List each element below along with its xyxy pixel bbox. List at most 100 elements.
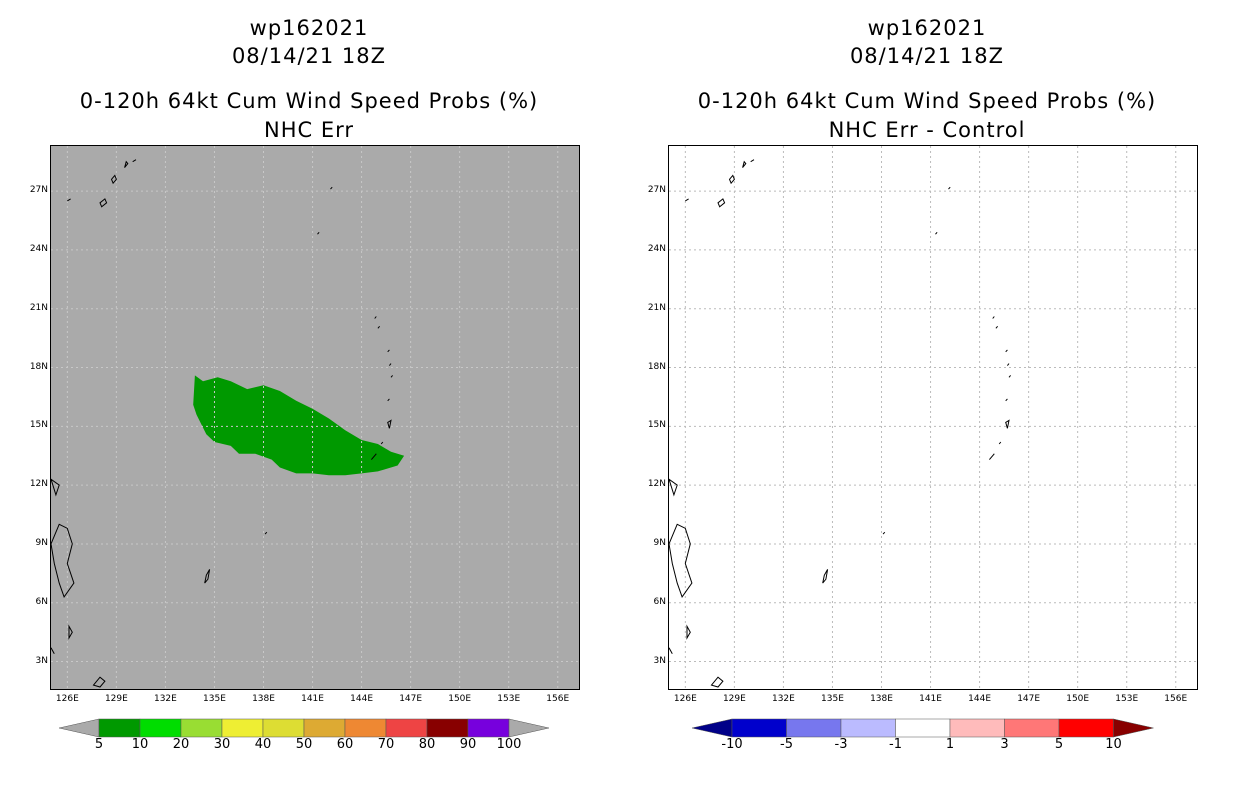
colorbar-low-end	[691, 718, 733, 738]
colorbar-label: 60	[336, 737, 354, 752]
lat-tick-label: 15N	[29, 420, 48, 431]
colorbar-segment	[1058, 718, 1114, 738]
coastline	[935, 231, 938, 235]
lon-tick-label: 147E	[1017, 694, 1041, 704]
colorbar-label: 70	[377, 737, 395, 752]
colorbar-segment	[303, 718, 346, 738]
lat-tick-label: 21N	[29, 302, 48, 313]
lon-tick-label: 156E	[546, 694, 570, 704]
coastline	[995, 325, 998, 329]
coastline	[204, 569, 211, 584]
coastline	[390, 375, 393, 378]
lon-tick-label: 147E	[399, 694, 423, 704]
coastline	[317, 231, 320, 235]
lon-tick-label: 135E	[821, 694, 844, 704]
lon-tick-label: 126E	[673, 694, 697, 704]
colorbar-high-end	[1113, 718, 1154, 738]
storm-id-title: wp162021	[249, 16, 369, 40]
coastline	[685, 198, 689, 202]
coastline	[99, 198, 108, 208]
colorbar-label: 10	[1105, 737, 1122, 752]
coastline	[92, 676, 106, 688]
right-panel: wp162021 08/14/21 18Z 0-120h 64kt Cum Wi…	[618, 0, 1236, 800]
lon-tick-label: 138E	[870, 694, 893, 704]
coastline	[669, 647, 673, 654]
lon-tick-label: 129E	[722, 694, 746, 704]
lon-tick-label: 141E	[301, 694, 324, 704]
lon-tick-label: 150E	[1066, 694, 1090, 704]
storm-id-title: wp162021	[867, 16, 987, 40]
coastline	[998, 441, 1002, 445]
colorbar-label: 90	[459, 737, 477, 752]
left-panel: wp162021 08/14/21 18Z 0-120h 64kt Cum Wi…	[29, 16, 580, 752]
colorbar-svg	[691, 718, 1154, 738]
lon-tick-label: 129E	[104, 694, 128, 704]
colorbar-label: 30	[213, 737, 231, 752]
colorbar-segment	[139, 718, 182, 738]
map-background	[669, 146, 1197, 689]
lat-tick-label: 24N	[647, 243, 666, 254]
lon-tick-label: 144E	[968, 694, 992, 704]
lon-tick-label: 126E	[55, 694, 79, 704]
coastline	[371, 453, 377, 460]
lon-tick-label: 138E	[252, 694, 275, 704]
colorbar-segment	[1004, 718, 1060, 738]
colorbar-label: 20	[172, 737, 190, 752]
coastline	[669, 478, 678, 497]
colorbar-label: 100	[496, 737, 522, 752]
lon-tick-label: 153E	[497, 694, 521, 704]
coastline	[717, 198, 726, 208]
colorbar-segment	[426, 718, 469, 738]
coastline	[387, 398, 390, 402]
lat-tick-label: 9N	[35, 537, 48, 548]
colorbar-segment	[385, 718, 428, 738]
lat-tick-label: 15N	[647, 420, 666, 431]
coastline	[110, 174, 117, 185]
lon-tick-label: 141E	[919, 694, 942, 704]
colorbar-segment	[180, 718, 223, 738]
coastline	[264, 531, 268, 535]
coastline	[68, 624, 73, 640]
lon-tick-label: 135E	[203, 694, 226, 704]
lat-tick-label: 21N	[647, 302, 666, 313]
map-canvas	[669, 146, 1197, 689]
colorbar-segment	[467, 718, 510, 738]
coastline	[882, 531, 886, 535]
subtitle: NHC Err - Control	[828, 118, 1026, 142]
lat-tick-label: 9N	[653, 537, 666, 548]
colorbar-label: -5	[780, 737, 793, 752]
coastline	[387, 349, 390, 353]
colorbar-segment	[949, 718, 1005, 738]
coastline	[710, 676, 724, 688]
lat-tick-label: 18N	[647, 361, 666, 372]
colorbar-label: 10	[131, 737, 149, 752]
lat-tick-label: 3N	[653, 655, 666, 666]
coastline	[1007, 363, 1010, 366]
coastline	[389, 363, 392, 366]
coastline	[387, 419, 392, 429]
coastline	[989, 453, 995, 460]
colorbar-high-end	[508, 718, 550, 738]
colorbar-label: 5	[94, 737, 104, 752]
lon-tick-label: 144E	[350, 694, 374, 704]
colorbar-segment	[731, 718, 787, 738]
colorbar-label: 3	[1000, 737, 1009, 752]
coastline	[992, 316, 995, 319]
lat-tick-label: 6N	[653, 596, 666, 607]
colorbar-label: -1	[889, 737, 902, 752]
colorbar-segment	[262, 718, 305, 738]
lat-tick-label: 12N	[29, 479, 48, 490]
coastline	[669, 523, 693, 598]
colorbar-label: 80	[418, 737, 436, 752]
colorbar-segment	[221, 718, 264, 738]
coastline	[51, 647, 55, 654]
lon-tick-label: 150E	[448, 694, 472, 704]
coastline	[742, 160, 747, 168]
subtitle: NHC Err	[263, 118, 354, 142]
probability-map	[50, 145, 580, 690]
lat-tick-label: 6N	[35, 596, 48, 607]
colorbar-segment	[786, 718, 842, 738]
colorbar-svg	[58, 718, 550, 738]
colorbar-low-end	[58, 718, 100, 738]
colorbar-label: 50	[295, 737, 313, 752]
